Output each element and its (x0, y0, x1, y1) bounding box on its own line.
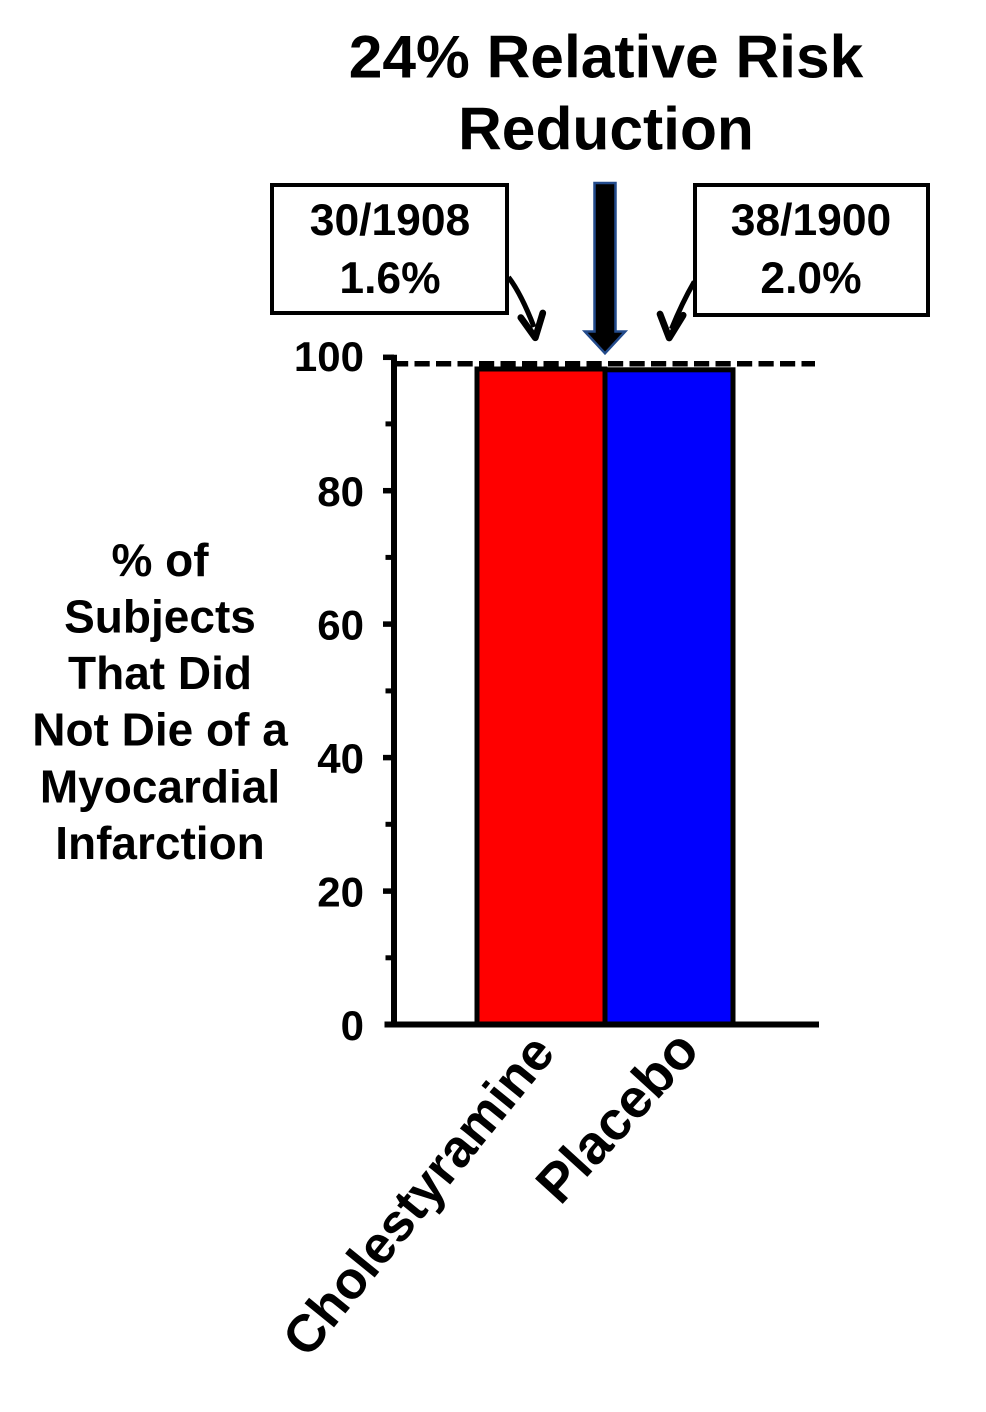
svg-text:% of: % of (111, 534, 209, 586)
svg-text:38/1900: 38/1900 (731, 196, 891, 245)
svg-text:That Did: That Did (68, 647, 252, 699)
svg-text:40: 40 (317, 735, 364, 782)
svg-text:1.6%: 1.6% (339, 254, 440, 303)
svg-text:100: 100 (294, 333, 364, 380)
svg-text:20: 20 (317, 868, 364, 915)
svg-text:Myocardial: Myocardial (40, 760, 280, 812)
svg-text:2.0%: 2.0% (760, 254, 861, 303)
svg-text:30/1908: 30/1908 (310, 196, 470, 245)
svg-text:Subjects: Subjects (64, 591, 256, 643)
svg-text:Infarction: Infarction (55, 817, 265, 869)
svg-text:24% Relative Risk: 24% Relative Risk (349, 23, 864, 91)
svg-text:80: 80 (317, 468, 364, 515)
svg-text:60: 60 (317, 601, 364, 648)
svg-text:Not Die of a: Not Die of a (32, 704, 288, 756)
svg-text:Reduction: Reduction (458, 95, 754, 163)
svg-text:0: 0 (341, 1002, 364, 1049)
